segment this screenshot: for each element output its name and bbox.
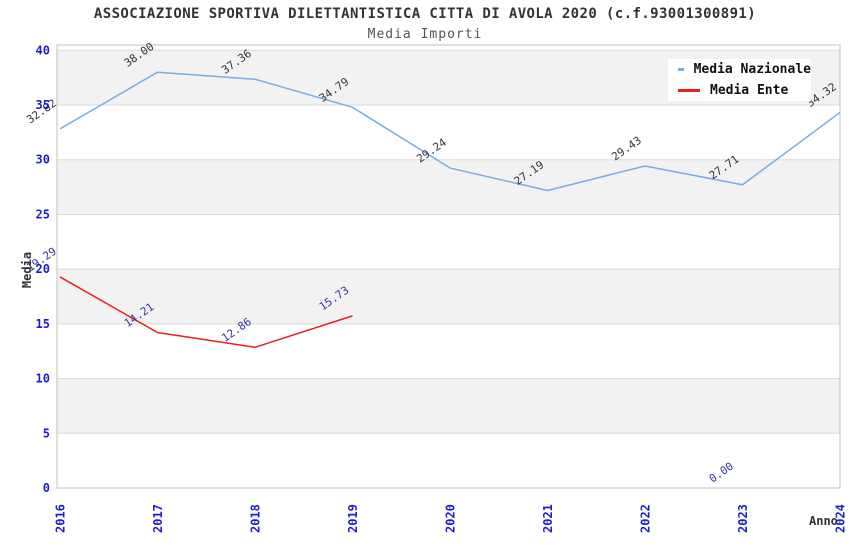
y-tick-label: 35: [36, 98, 50, 112]
y-axis-title: Media: [20, 252, 34, 288]
x-tick-label: 2017: [151, 504, 165, 533]
y-tick-label: 30: [36, 153, 50, 167]
legend-item-media-nazionale: Media Nazionale: [678, 62, 811, 77]
legend-label: Media Nazionale: [693, 62, 811, 77]
chart-title: ASSOCIAZIONE SPORTIVA DILETTANTISTICA CI…: [93, 6, 757, 22]
data-label-media-nazionale: 29.43: [609, 134, 644, 164]
x-tick-label: 2019: [346, 504, 360, 533]
grid-band: [57, 269, 840, 324]
x-tick-label: 2023: [736, 504, 750, 533]
y-tick-label: 40: [36, 43, 50, 57]
y-tick-label: 15: [36, 317, 50, 331]
x-tick-label: 2016: [54, 504, 68, 533]
grid-band: [57, 378, 840, 434]
grid-band: [57, 159, 840, 215]
chart-subtitle: Media Importi: [367, 27, 483, 42]
legend-label: Media Ente: [710, 83, 789, 98]
series-line-media-nazionale: [59, 71, 841, 192]
legend: Media Nazionale Media Ente: [668, 59, 811, 101]
x-tick-label: 2021: [541, 504, 555, 533]
y-tick-label: 0: [43, 481, 50, 495]
x-axis-title: Anno: [809, 514, 838, 528]
legend-item-media-ente: Media Ente: [678, 83, 811, 98]
x-tick-label: 2022: [639, 504, 653, 533]
x-tick-label: 2024: [834, 504, 848, 533]
y-tick-label: 10: [36, 372, 50, 386]
x-tick-label: 2020: [444, 504, 458, 533]
series-line-media-ente: [59, 276, 353, 349]
x-tick-label: 2018: [249, 504, 263, 533]
y-tick-label: 5: [43, 426, 50, 440]
line-swatch-icon: [678, 68, 684, 71]
data-label-media-ente: 0.00: [707, 460, 736, 486]
y-tick-label: 25: [36, 207, 50, 221]
line-swatch-icon: [678, 89, 700, 92]
y-tick-label: 20: [36, 262, 50, 276]
